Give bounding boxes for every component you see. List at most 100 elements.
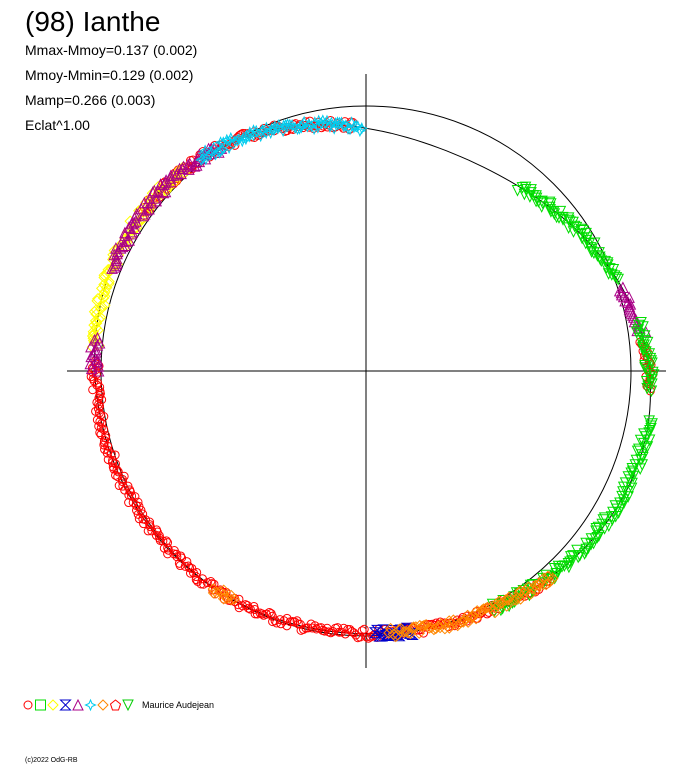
triangle-down-icon [122, 699, 134, 712]
data-point [484, 602, 496, 614]
hourglass-icon [59, 699, 72, 711]
data-point [630, 454, 643, 467]
data-point [307, 122, 321, 136]
data-point [84, 357, 97, 370]
data-point [639, 362, 651, 374]
data-point [180, 561, 190, 571]
data-point [210, 587, 223, 599]
data-point [89, 315, 102, 327]
data-point [601, 257, 614, 269]
data-point [425, 621, 437, 634]
data-point [619, 294, 631, 307]
triangle-icon [72, 698, 84, 711]
data-point [119, 239, 131, 251]
data-point [311, 624, 321, 634]
data-point [607, 264, 620, 276]
data-point [87, 348, 100, 360]
data-point [414, 619, 426, 632]
data-point [605, 511, 618, 523]
data-point [613, 284, 626, 297]
stat-eclat: Eclat^1.00 [25, 117, 90, 133]
data-point [617, 494, 630, 506]
data-point [439, 618, 452, 630]
data-point [192, 567, 202, 577]
data-point [593, 530, 605, 542]
data-point [359, 624, 369, 634]
data-point [119, 226, 131, 239]
data-point [137, 209, 150, 222]
pentagon-icon [109, 699, 122, 711]
diamond-icon [47, 699, 59, 711]
data-point [423, 622, 435, 634]
data-point [635, 317, 647, 329]
data-point [172, 552, 182, 562]
data-point [92, 360, 105, 372]
data-point [633, 333, 646, 345]
data-point [464, 611, 477, 624]
data-point [113, 472, 123, 482]
data-point [562, 214, 575, 227]
data-point [116, 240, 129, 253]
data-point [106, 262, 118, 274]
data-point [222, 141, 236, 155]
data-point [230, 134, 244, 147]
copyright-label: (c)2022 OdG-RB [25, 757, 78, 764]
data-point [220, 592, 233, 605]
data-point [267, 611, 277, 621]
data-point [183, 163, 195, 175]
data-point [355, 632, 365, 642]
data-point [329, 117, 342, 130]
data-point [590, 523, 603, 535]
data-point [98, 271, 110, 284]
data-point [514, 593, 527, 605]
data-point [526, 583, 539, 595]
data-point [340, 629, 350, 639]
data-point [507, 594, 520, 606]
data-point [135, 202, 147, 215]
data-point [133, 509, 143, 519]
data-point [428, 623, 440, 636]
data-point [138, 196, 151, 209]
data-point [615, 500, 628, 513]
data-point [164, 175, 177, 188]
data-point [217, 136, 230, 149]
marker-legend [23, 698, 134, 712]
data-point [130, 492, 140, 502]
data-point [632, 324, 645, 336]
data-points [84, 114, 660, 643]
data-point [99, 440, 109, 450]
data-point [641, 441, 654, 453]
data-point [190, 159, 203, 171]
data-point [631, 445, 644, 458]
data-point [148, 184, 161, 197]
data-point [111, 470, 121, 480]
data-point [550, 211, 563, 224]
data-point [157, 186, 170, 199]
data-point [638, 428, 650, 441]
data-point [418, 619, 430, 632]
data-point [537, 578, 550, 591]
data-point [91, 355, 104, 368]
data-point [646, 373, 658, 386]
data-point [540, 578, 552, 591]
data-point [103, 275, 115, 288]
data-point [99, 285, 111, 298]
data-point [641, 336, 654, 349]
star-icon [84, 698, 97, 712]
data-point [643, 434, 656, 447]
data-point [147, 526, 157, 536]
data-point [384, 622, 397, 635]
data-point [98, 290, 111, 302]
data-point [645, 385, 658, 398]
data-point [634, 463, 647, 476]
data-point [143, 202, 155, 215]
data-point [632, 319, 645, 332]
data-point [169, 549, 179, 559]
data-point [337, 120, 351, 133]
data-point [110, 450, 120, 460]
data-point [519, 584, 532, 597]
data-point [577, 225, 589, 237]
data-point [543, 201, 556, 214]
data-point [164, 169, 177, 182]
data-point [535, 201, 548, 213]
